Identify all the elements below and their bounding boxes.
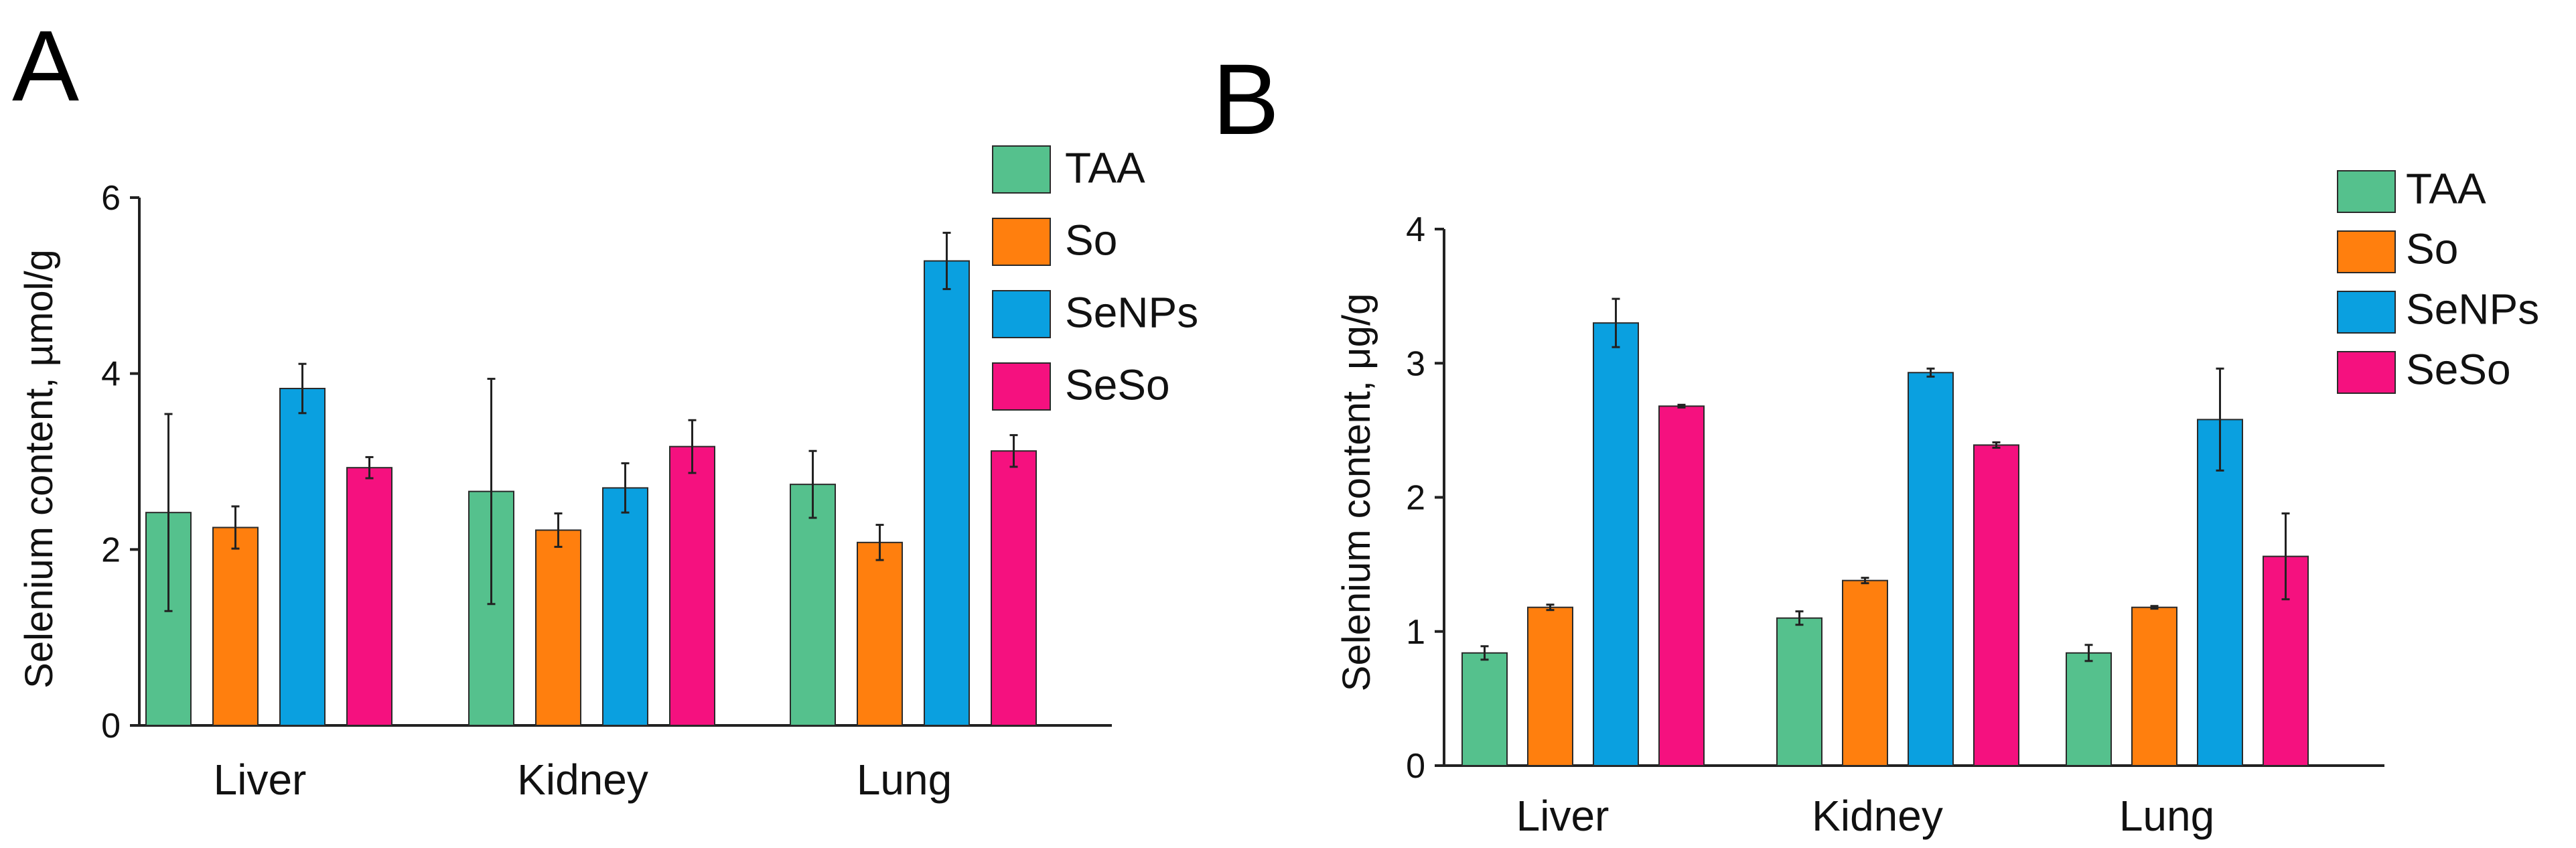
legend-swatch-senps: [992, 290, 1051, 338]
category-label: Lung: [2119, 792, 2214, 840]
y-axis-label: Selenium content, μg/g: [1335, 293, 1378, 691]
bar-senps-lung: [2197, 419, 2243, 766]
category-label: Kidney: [517, 756, 648, 804]
y-tick-label: 3: [1406, 344, 1425, 383]
bar-taa-kidney: [1776, 617, 1822, 766]
legend-label: SeSo: [1065, 361, 1170, 409]
category-label: Liver: [214, 756, 307, 804]
legend-swatch-taa: [2337, 170, 2396, 213]
y-tick-label: 2: [1406, 479, 1425, 518]
legend-label: So: [1065, 216, 1117, 265]
legend-swatch-seso: [992, 362, 1051, 411]
legend-swatch-senps: [2337, 291, 2396, 334]
bar-so-kidney: [1842, 579, 1888, 767]
panel-b: B 0 1 2 3 4 Selenium content, μg/g Liver Kidney…: [1212, 43, 2539, 840]
panel-a: A 0 2 4 6 Selenium content, µmol/g Liver Kidne…: [12, 9, 1198, 804]
legend-label: SeSo: [2406, 345, 2511, 393]
bar-senps-liver: [1593, 322, 1639, 766]
bar-seso-kidney: [1973, 444, 2019, 767]
bar-senps-kidney: [602, 487, 648, 727]
panel-a-letter: A: [12, 9, 79, 122]
legend-swatch-taa: [992, 145, 1051, 194]
legend-swatch-seso: [2337, 351, 2396, 394]
legend-swatch-so: [992, 218, 1051, 266]
bar-seso-liver: [346, 467, 392, 727]
legend-swatch-so: [2337, 230, 2396, 273]
bar-seso-kidney: [669, 445, 715, 726]
y-tick-label: 0: [1406, 747, 1425, 786]
y-axis-label: Selenium content, µmol/g: [17, 249, 61, 689]
bar-so-lung: [2131, 606, 2177, 767]
legend-label: TAA: [2406, 164, 2486, 212]
category-label: Lung: [857, 756, 952, 804]
bar-so-liver: [1527, 606, 1573, 767]
bar-so-kidney: [535, 529, 581, 726]
y-tick-label: 4: [1406, 210, 1425, 249]
legend-label: TAA: [1065, 144, 1145, 192]
y-tick-label: 4: [101, 355, 121, 394]
bar-seso-liver: [1658, 405, 1705, 766]
bar-taa-lung: [790, 484, 836, 726]
legend-label: SeNPs: [1065, 289, 1198, 337]
legend-label: SeNPs: [2406, 285, 2539, 333]
category-label: Kidney: [1812, 792, 1943, 840]
y-tick-label: 6: [101, 179, 121, 218]
y-tick-label: 2: [101, 531, 121, 569]
bar-senps-liver: [279, 387, 326, 726]
bar-taa-lung: [2066, 652, 2112, 766]
bar-senps-lung: [924, 260, 970, 726]
bar-so-liver: [212, 526, 259, 726]
bar-so-lung: [857, 541, 903, 726]
category-label: Liver: [1516, 792, 1609, 840]
bar-senps-kidney: [1908, 372, 1954, 766]
y-tick-label: 1: [1406, 613, 1425, 652]
panel-b-letter: B: [1212, 43, 1279, 155]
bar-seso-lung: [991, 450, 1037, 726]
bar-taa-liver: [1461, 652, 1508, 766]
legend-label: So: [2406, 224, 2458, 273]
y-tick-label: 0: [101, 707, 121, 746]
